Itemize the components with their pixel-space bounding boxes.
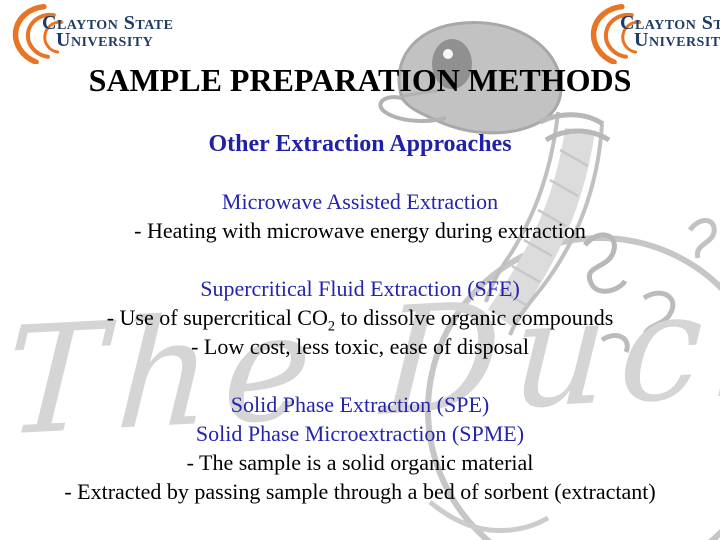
section-spe-heading-1: Solid Phase Extraction (SPE) [230,392,490,417]
logo-wordmark: Clayton State University [42,12,174,51]
section-microwave-heading: Microwave Assisted Extraction [221,189,499,214]
logo-wordmark: Clayton State University [620,12,720,51]
clayton-state-logo-left: Clayton State University [4,4,173,64]
logo-text-clayton-state: Clayton State [620,12,720,34]
logo-text-clayton-state: Clayton State [42,12,174,34]
logo-text-university: University [634,29,720,51]
slide-subtitle: Other Extraction Approaches [208,131,512,157]
blank-line [0,245,720,274]
section-spe-bullet-1: - The sample is a solid organic material [186,450,534,475]
section-sfe-bullet-1: - Use of supercritical CO2 to dissolve o… [0,303,720,335]
spacer [0,100,720,130]
spacer [0,159,720,187]
section-spe-heading-2: Solid Phase Microextraction (SPME) [195,421,525,446]
section-sfe-bullet-2: - Low cost, less toxic, ease of disposal [191,334,529,359]
logo-swoosh-icon [590,4,642,64]
blank-line [0,361,720,390]
sfe-bullet1-post: to dissolve organic compounds [335,305,614,330]
slide-text-column: SAMPLE PREPARATION METHODS Other Extract… [0,60,720,506]
logo-swoosh-icon [12,4,64,64]
slide-title: SAMPLE PREPARATION METHODS [88,62,632,98]
section-spe-bullet-2: - Extracted by passing sample through a … [64,479,656,504]
sfe-bullet1-pre: - Use of supercritical CO [106,305,328,330]
logo-text-university: University [56,29,154,51]
section-sfe-heading: Supercritical Fluid Extraction (SFE) [200,276,520,301]
clayton-state-logo-right: Clayton State University [582,4,720,64]
section-microwave-bullet-1: - Heating with microwave energy during e… [134,218,586,243]
co2-subscript: 2 [327,318,336,335]
